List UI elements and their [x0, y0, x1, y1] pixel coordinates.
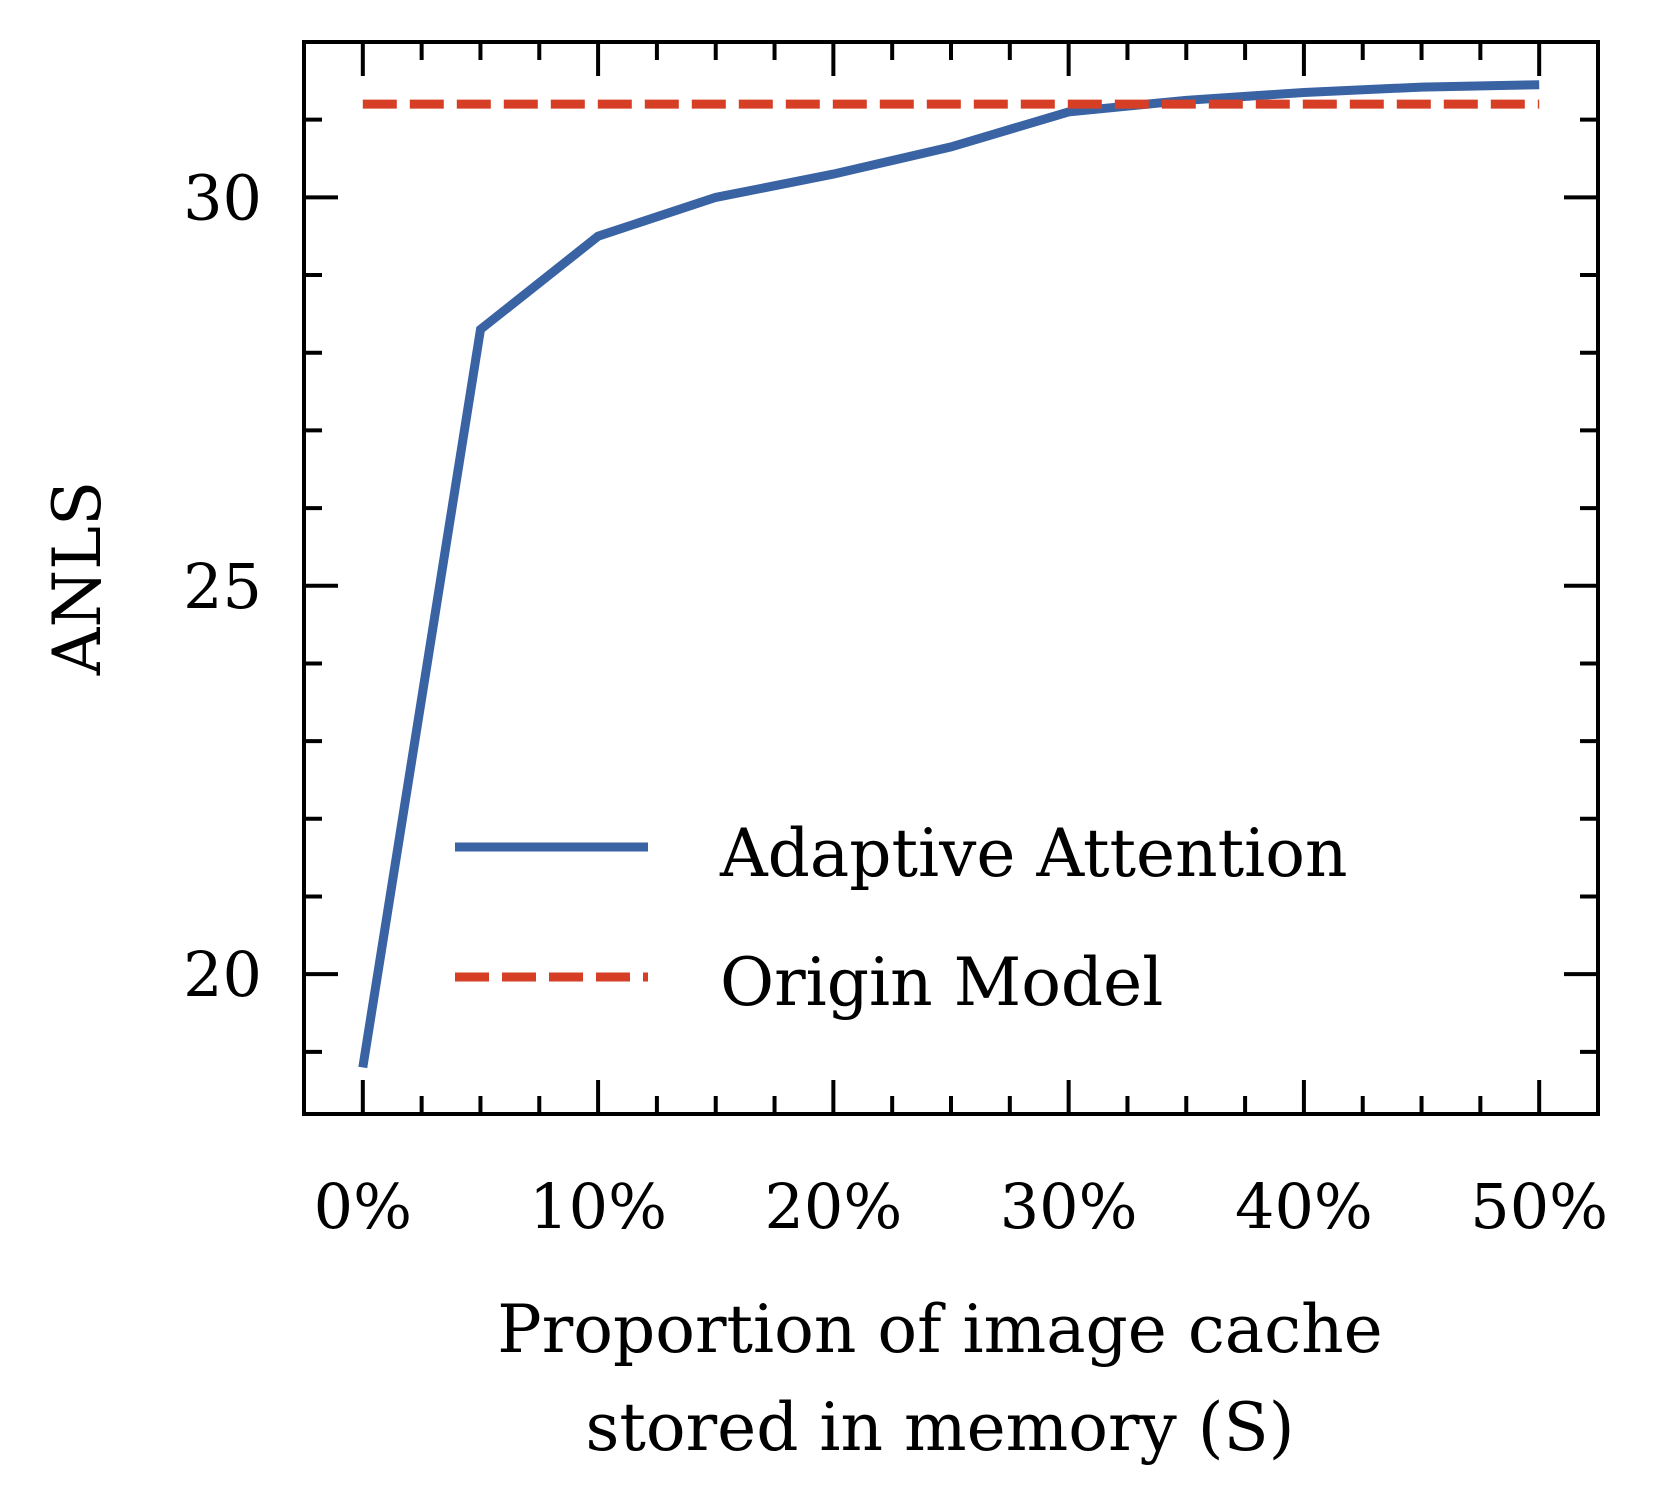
y-tick-label: 20: [183, 938, 262, 1011]
y-tick-label: 25: [183, 550, 262, 623]
x-axis-title-line-2: stored in memory (S): [585, 1389, 1294, 1466]
y-axis-title: ANLS: [39, 481, 116, 676]
legend-label-adaptive-attention: Adaptive Attention: [719, 815, 1347, 892]
y-tick-label: 30: [183, 161, 262, 234]
x-tick-label: 30%: [1000, 1170, 1138, 1243]
x-tick-label: 0%: [314, 1170, 412, 1243]
x-tick-label: 10%: [529, 1170, 667, 1243]
x-axis-title-line-1: Proportion of image cache: [497, 1291, 1382, 1368]
legend-label-origin-model: Origin Model: [720, 944, 1163, 1021]
x-tick-label: 20%: [764, 1170, 902, 1243]
x-tick-label: 40%: [1235, 1170, 1373, 1243]
x-tick-label: 50%: [1470, 1170, 1608, 1243]
